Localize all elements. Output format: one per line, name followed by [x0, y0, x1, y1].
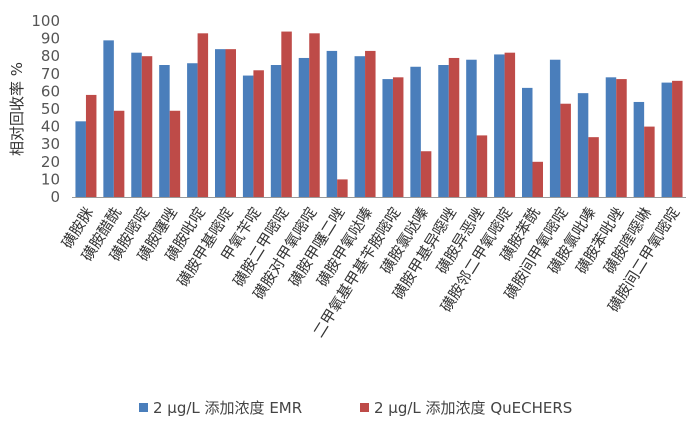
bar-series-2 [532, 161, 543, 197]
bar-series-2 [85, 94, 97, 197]
bar-series-1 [354, 56, 366, 198]
y-tick-label: 40 [41, 118, 60, 136]
bar-series-2 [672, 80, 683, 197]
bar-series-1 [438, 65, 449, 197]
legend-swatch [139, 403, 148, 412]
bar-series-1 [298, 57, 310, 198]
bar-series-1 [131, 52, 142, 198]
bar-series-1 [605, 77, 617, 197]
bar-series-1 [187, 63, 198, 197]
y-tick-label: 20 [41, 153, 60, 171]
legend-label: 2 μg/L 添加浓度 QuECHERS [374, 399, 572, 417]
bar-series-2 [281, 31, 292, 198]
bar-series-2 [197, 33, 209, 197]
y-tick-label: 80 [41, 47, 60, 65]
bar-series-1 [577, 93, 589, 197]
bar-series-1 [466, 59, 477, 197]
legend-label: 2 μg/L 添加浓度 EMR [153, 399, 302, 417]
y-tick-label: 70 [41, 65, 60, 83]
y-tick-label: 100 [31, 12, 60, 30]
bar-series-2 [476, 135, 488, 197]
y-tick-label: 50 [41, 100, 60, 118]
bar-series-2 [253, 70, 264, 197]
bar-series-1 [382, 79, 393, 197]
bar-series-2 [392, 77, 404, 197]
bar-series-2 [588, 137, 599, 197]
bar-series-1 [103, 40, 114, 197]
bar-series-1 [522, 87, 533, 197]
bar-series-2 [337, 179, 348, 197]
bar-series-1 [75, 121, 86, 197]
bar-series-2 [560, 103, 571, 197]
bar-series-2 [448, 57, 460, 198]
y-tick-label: 90 [41, 30, 60, 48]
bar-series-2 [309, 33, 320, 197]
bar-series-1 [215, 49, 226, 197]
bar-series-1 [633, 101, 645, 197]
y-tick-label: 30 [41, 135, 60, 153]
bar-series-1 [270, 65, 282, 197]
bar-series-2 [504, 52, 516, 198]
y-tick-label: 10 [41, 170, 60, 188]
y-axis-title: 相对回收率 % [8, 62, 26, 156]
bar-series-1 [242, 75, 254, 197]
category-labels: 磺胺脒磺胺醋酰磺胺嘧啶磺胺噻唑磺胺吡啶磺胺甲基嘧啶甲氧苄啶磺胺二甲嘧啶磺胺对甲氧… [58, 204, 683, 341]
legend: 2 μg/L 添加浓度 EMR 2 μg/L 添加浓度 QuECHERS [139, 399, 572, 417]
bar-series-1 [159, 65, 170, 197]
bar-series-2 [616, 79, 627, 197]
bar-series-1 [494, 54, 505, 197]
bar-series-2 [113, 110, 125, 197]
bar-series-2 [365, 50, 376, 197]
bar-series-2 [225, 49, 236, 197]
legend-swatch [360, 403, 369, 412]
y-tick-label: 60 [41, 82, 60, 100]
bar-series-1 [410, 66, 421, 197]
bar-series-1 [326, 50, 338, 197]
bar-series-2 [644, 126, 655, 197]
bars [75, 31, 683, 198]
y-tick-label: 0 [50, 188, 60, 206]
bar-series-2 [169, 110, 181, 197]
bar-series-2 [141, 56, 153, 198]
bar-series-2 [420, 151, 432, 197]
bar-series-1 [661, 82, 673, 197]
bar-series-1 [549, 59, 561, 197]
